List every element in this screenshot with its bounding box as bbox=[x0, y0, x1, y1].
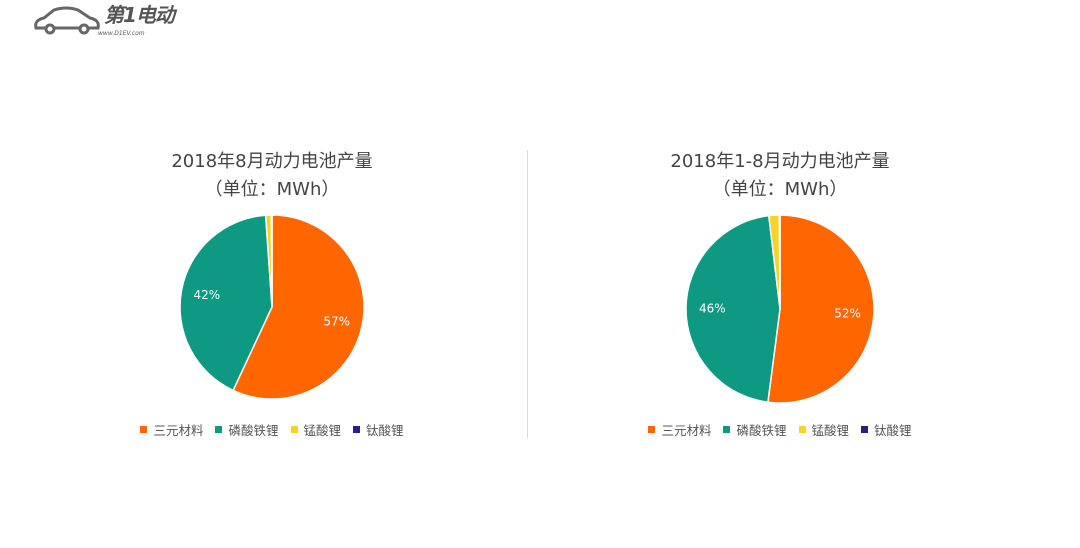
pie-slice-0 bbox=[232, 214, 365, 400]
legend-swatch bbox=[353, 426, 361, 433]
car-logo-icon bbox=[34, 6, 100, 35]
legend-label: 锰酸锂 bbox=[811, 423, 850, 438]
pie-slice-3 bbox=[778, 214, 781, 310]
legend: 三元材料 磷酸铁锂 锰酸锂 钛酸锂 bbox=[530, 420, 1030, 439]
pie-slice-1 bbox=[685, 214, 781, 404]
legend-label: 三元材料 bbox=[661, 423, 712, 438]
legend: 三元材料 磷酸铁锂 锰酸锂 钛酸锂 bbox=[22, 420, 522, 439]
data-label: 57% bbox=[323, 314, 350, 328]
chart-title: 2018年1-8月动力电池产量 （单位：MWh） bbox=[530, 148, 1030, 204]
logo: 第1电动 www.D1EV.com bbox=[32, 3, 175, 40]
legend-swatch bbox=[861, 426, 869, 433]
data-label: 42% bbox=[194, 288, 221, 302]
data-label: 46% bbox=[699, 302, 726, 316]
legend-item: 三元材料 bbox=[648, 420, 711, 439]
legend-swatch bbox=[798, 426, 806, 433]
legend-item: 锰酸锂 bbox=[290, 420, 342, 439]
legend-item: 钛酸锂 bbox=[353, 420, 404, 439]
legend-item: 磷酸铁锂 bbox=[723, 420, 787, 439]
legend-swatch bbox=[723, 426, 731, 433]
legend-label: 锰酸锂 bbox=[303, 423, 342, 438]
legend-label: 磷酸铁锂 bbox=[736, 423, 787, 438]
legend-label: 磷酸铁锂 bbox=[228, 423, 279, 438]
legend-swatch bbox=[290, 426, 298, 433]
legend-item: 锰酸锂 bbox=[798, 420, 850, 439]
legend-item: 磷酸铁锂 bbox=[215, 420, 279, 439]
chart-title-text: 2018年8月动力电池产量 bbox=[171, 151, 373, 172]
chart-title: 2018年8月动力电池产量 （单位：MWh） bbox=[22, 148, 522, 204]
chart-subtitle: （单位：MWh） bbox=[712, 179, 848, 200]
legend-label: 钛酸锂 bbox=[366, 423, 404, 438]
legend-item: 三元材料 bbox=[140, 420, 203, 439]
legend-item: 钛酸锂 bbox=[861, 420, 912, 439]
pie-slice-3 bbox=[270, 214, 273, 308]
data-label: 52% bbox=[834, 306, 861, 320]
legend-label: 三元材料 bbox=[153, 423, 204, 438]
pie-slice-0 bbox=[767, 214, 875, 404]
legend-swatch bbox=[140, 426, 148, 433]
chart-monthly: 2018年8月动力电池产量 （单位：MWh） 57% 42% 三元材料 磷酸铁锂 锰酸… bbox=[22, 140, 522, 450]
pie: 52% 46% bbox=[685, 214, 875, 404]
legend-label: 钛酸锂 bbox=[874, 423, 912, 438]
chart-subtitle: （单位：MWh） bbox=[204, 179, 340, 200]
chart-ytd: 2018年1-8月动力电池产量 （单位：MWh） 52% 46% 三元材料 磷酸铁锂… bbox=[530, 140, 1030, 450]
logo-url: www.D1EV.com bbox=[98, 30, 145, 37]
chart-title-text: 2018年1-8月动力电池产量 bbox=[670, 151, 890, 172]
pie: 57% 42% bbox=[179, 214, 365, 400]
legend-swatch bbox=[648, 426, 656, 433]
logo-text: 第1电动 bbox=[104, 3, 175, 27]
pie-slice-1 bbox=[179, 214, 273, 392]
divider bbox=[527, 150, 528, 438]
legend-swatch bbox=[215, 426, 223, 433]
